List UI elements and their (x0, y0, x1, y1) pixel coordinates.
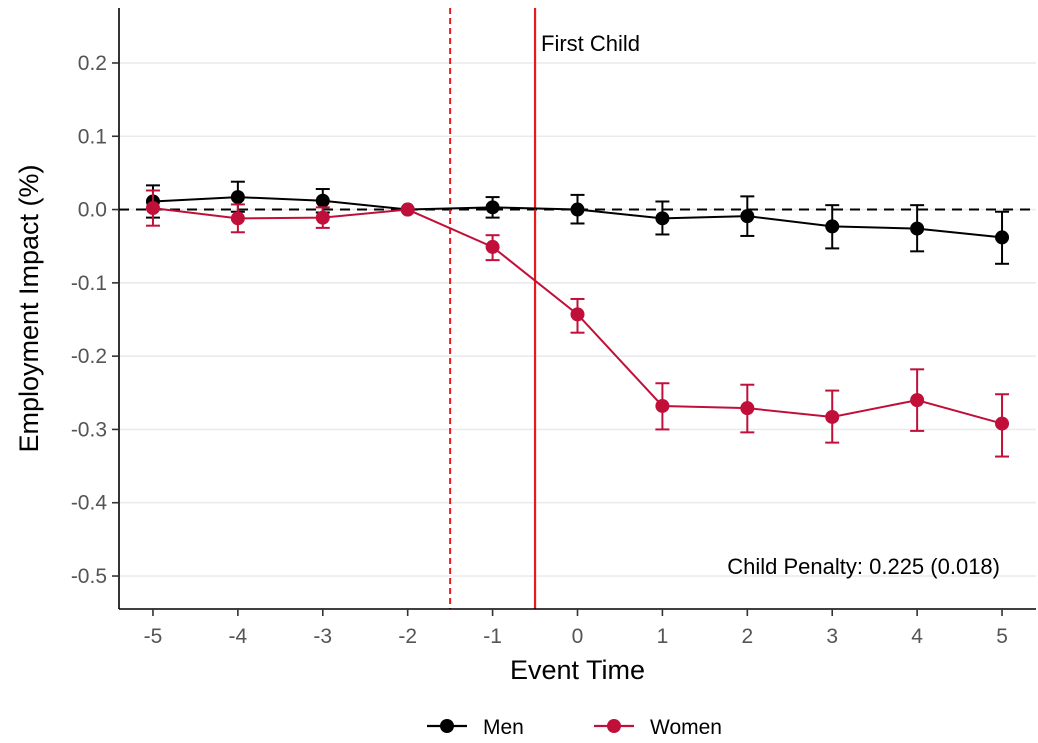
y-tick-label-1: -0.4 (71, 492, 108, 515)
y-axis-title: Employment Impact (%) (14, 164, 44, 452)
y-tick-label-2: -0.3 (71, 418, 107, 441)
x-tick-label-6: 1 (657, 625, 669, 648)
x-tick-label-9: 4 (911, 625, 923, 648)
point-women-8 (825, 409, 840, 424)
point-men-7 (740, 209, 755, 224)
x-tick-label-0: -5 (144, 625, 163, 648)
x-tick-label-2: -3 (313, 625, 332, 648)
point-men-10 (995, 230, 1010, 245)
legend-label-men: Men (483, 716, 524, 739)
point-men-5 (570, 202, 585, 217)
point-men-6 (655, 211, 670, 226)
y-tick-label-6: 0.1 (78, 125, 107, 148)
point-women-7 (740, 401, 755, 416)
point-women-3 (400, 202, 415, 217)
point-women-0 (145, 201, 160, 216)
axes: -0.5 -0.4 -0.3 -0.2 -0.1 0.0 0.1 0.2 -5 -4 -3 -2 -1 0… (71, 8, 1036, 648)
x-tick-label-1: -4 (229, 625, 248, 648)
point-men-9 (910, 221, 925, 236)
y-tick-label-4: -0.1 (71, 272, 107, 295)
point-men-1 (230, 190, 245, 205)
x-tick-label-7: 2 (741, 625, 753, 648)
point-women-9 (910, 393, 925, 408)
series-women (145, 189, 1010, 458)
point-women-5 (570, 307, 585, 322)
y-tick-label-0: -0.5 (71, 565, 107, 588)
legend: Men Women (427, 716, 722, 739)
x-tick-label-3: -2 (398, 625, 417, 648)
labels-layer: Event Time Employment Impact (%) First Chi… (14, 31, 1000, 685)
x-tick-label-5: 0 (572, 625, 584, 648)
point-men-4 (485, 200, 500, 215)
series-layer (145, 180, 1010, 458)
point-women-1 (230, 211, 245, 226)
x-tick-label-8: 3 (826, 625, 838, 648)
y-tick-label-3: -0.2 (71, 345, 107, 368)
child-penalty-annotation: Child Penalty: 0.225 (0.018) (727, 554, 1000, 579)
series-men (145, 180, 1010, 265)
legend-label-women: Women (650, 716, 722, 739)
point-men-8 (825, 219, 840, 234)
y-tick-label-5: 0.0 (78, 199, 107, 222)
x-tick-label-10: 5 (996, 625, 1008, 648)
point-women-4 (485, 239, 500, 254)
y-tick-label-7: 0.2 (78, 52, 107, 75)
point-women-2 (315, 210, 330, 225)
x-tick-label-4: -1 (483, 625, 502, 648)
legend-marker-men (440, 719, 454, 733)
point-women-10 (995, 416, 1010, 431)
point-men-2 (315, 193, 330, 208)
reference-lines (119, 8, 1036, 609)
point-women-6 (655, 398, 670, 413)
x-axis-title: Event Time (510, 655, 645, 685)
legend-marker-women (607, 719, 621, 733)
first-child-label: First Child (541, 31, 640, 56)
